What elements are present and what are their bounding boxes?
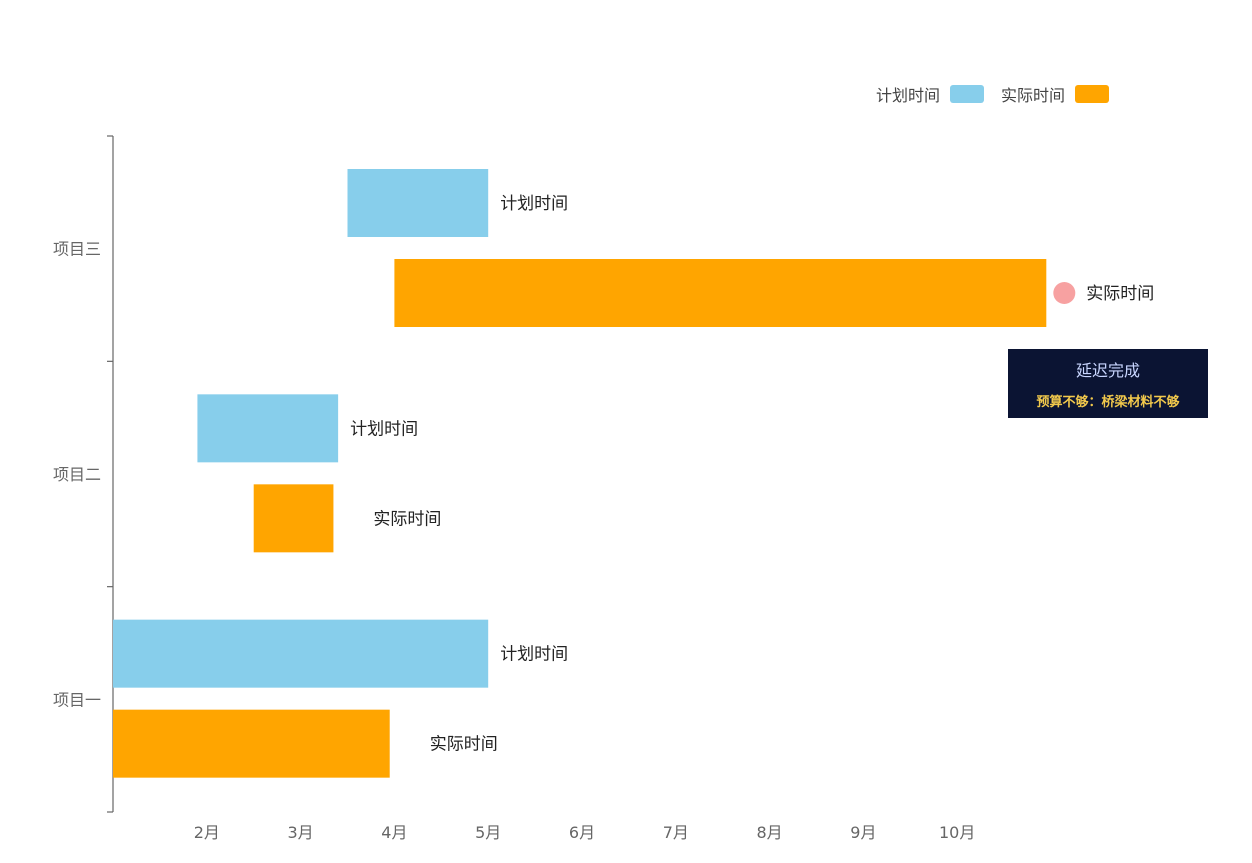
x-tick-label: 7月 <box>663 823 689 842</box>
x-tick-label: 5月 <box>475 823 501 842</box>
bar-label: 实际时间 <box>1086 284 1154 304</box>
y-tick-label: 项目三 <box>53 240 101 259</box>
bar-planned <box>113 619 489 688</box>
x-tick-label: 6月 <box>569 823 595 842</box>
bar-label: 计划时间 <box>500 645 568 665</box>
legend-swatch-actual <box>1075 85 1110 103</box>
bar-actual <box>394 259 1047 327</box>
bar-planned <box>347 169 489 237</box>
tooltip-note: 预算不够：桥梁材料不够 <box>1036 395 1180 410</box>
y-tick-label: 项目二 <box>53 465 101 484</box>
bar-actual <box>113 709 390 778</box>
x-tick-label: 2月 <box>194 823 220 842</box>
bar-label: 计划时间 <box>350 419 418 439</box>
delay-tooltip: 延迟完成 预算不够：桥梁材料不够 <box>1008 349 1208 418</box>
delay-marker <box>1053 282 1076 304</box>
bar-label: 实际时间 <box>430 735 498 755</box>
x-tick-label: 10月 <box>939 823 975 842</box>
legend-label-actual: 实际时间 <box>1001 86 1066 105</box>
x-tick-label: 4月 <box>381 823 407 842</box>
legend-item-planned[interactable]: 计划时间 <box>876 82 985 106</box>
bar-planned <box>197 394 339 463</box>
y-tick-label: 项目一 <box>53 690 101 709</box>
x-tick-label: 8月 <box>757 823 783 842</box>
x-tick-label: 3月 <box>288 823 314 842</box>
bar-label: 计划时间 <box>500 194 568 214</box>
legend: 计划时间 实际时间 <box>876 82 1126 106</box>
legend-item-actual[interactable]: 实际时间 <box>1001 82 1110 106</box>
bar-actual <box>253 484 334 553</box>
legend-label-planned: 计划时间 <box>876 86 941 105</box>
bar-label: 实际时间 <box>373 509 441 529</box>
tooltip-title: 延迟完成 <box>1075 361 1140 380</box>
legend-swatch-planned <box>950 85 985 103</box>
x-tick-label: 9月 <box>850 823 876 842</box>
